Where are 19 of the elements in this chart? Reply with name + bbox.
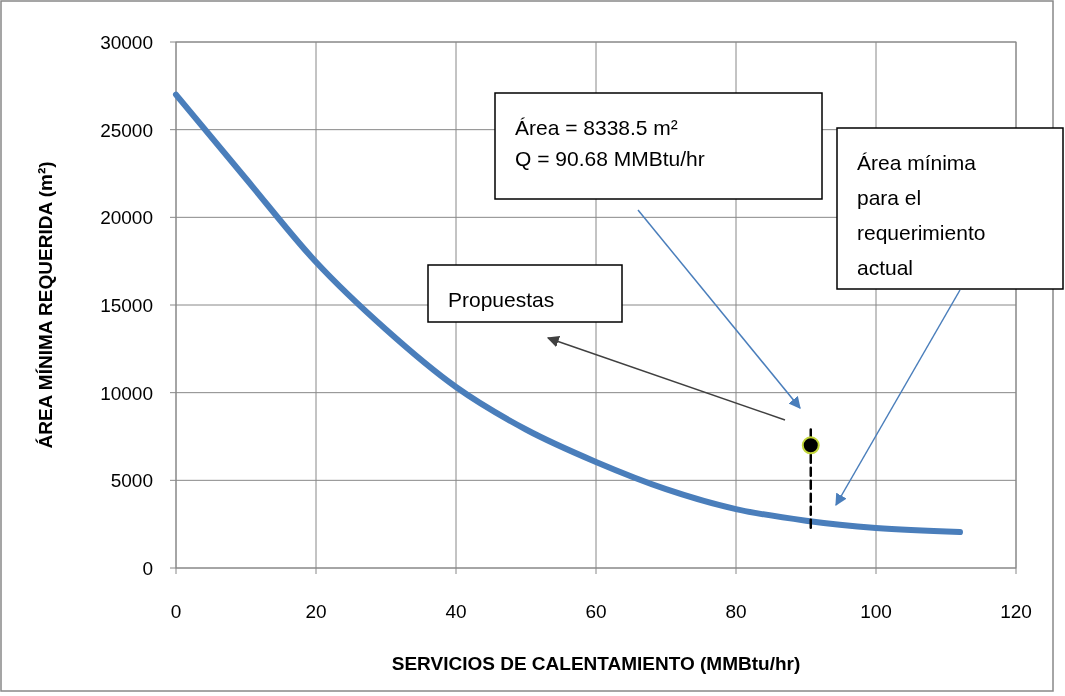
x-tick-label: 40: [445, 601, 467, 622]
y-tick-label: 10000: [100, 382, 153, 404]
x-tick-label: 0: [170, 601, 182, 622]
y-axis-title: ÁREA MÍNIMA REQUERIDA (m²): [35, 161, 56, 449]
x-tick-label: 60: [585, 601, 607, 622]
y-tick-label: 25000: [100, 119, 153, 141]
x-tick-label: 20: [305, 601, 327, 622]
x-tick-label: 80: [725, 601, 747, 622]
x-axis-title: SERVICIOS DE CALENTAMIENTO (MMBtu/hr): [391, 653, 801, 674]
y-tick-label: 30000: [100, 32, 153, 53]
x-tick-label: 100: [860, 601, 892, 622]
y-tick-label: 5000: [110, 470, 153, 492]
annotation: Área mínima para el requerimiento actual: [857, 151, 986, 279]
y-tick-label: 20000: [100, 207, 153, 229]
annotation: Propuestas: [448, 288, 555, 311]
y-tick-label: 15000: [100, 295, 153, 316]
y-tick-label: 0: [142, 558, 153, 579]
annotation: Área = 8338.5 m² Q = 90.68 MMBtu/hr: [515, 116, 705, 170]
x-tick-label: 120: [1000, 601, 1032, 622]
